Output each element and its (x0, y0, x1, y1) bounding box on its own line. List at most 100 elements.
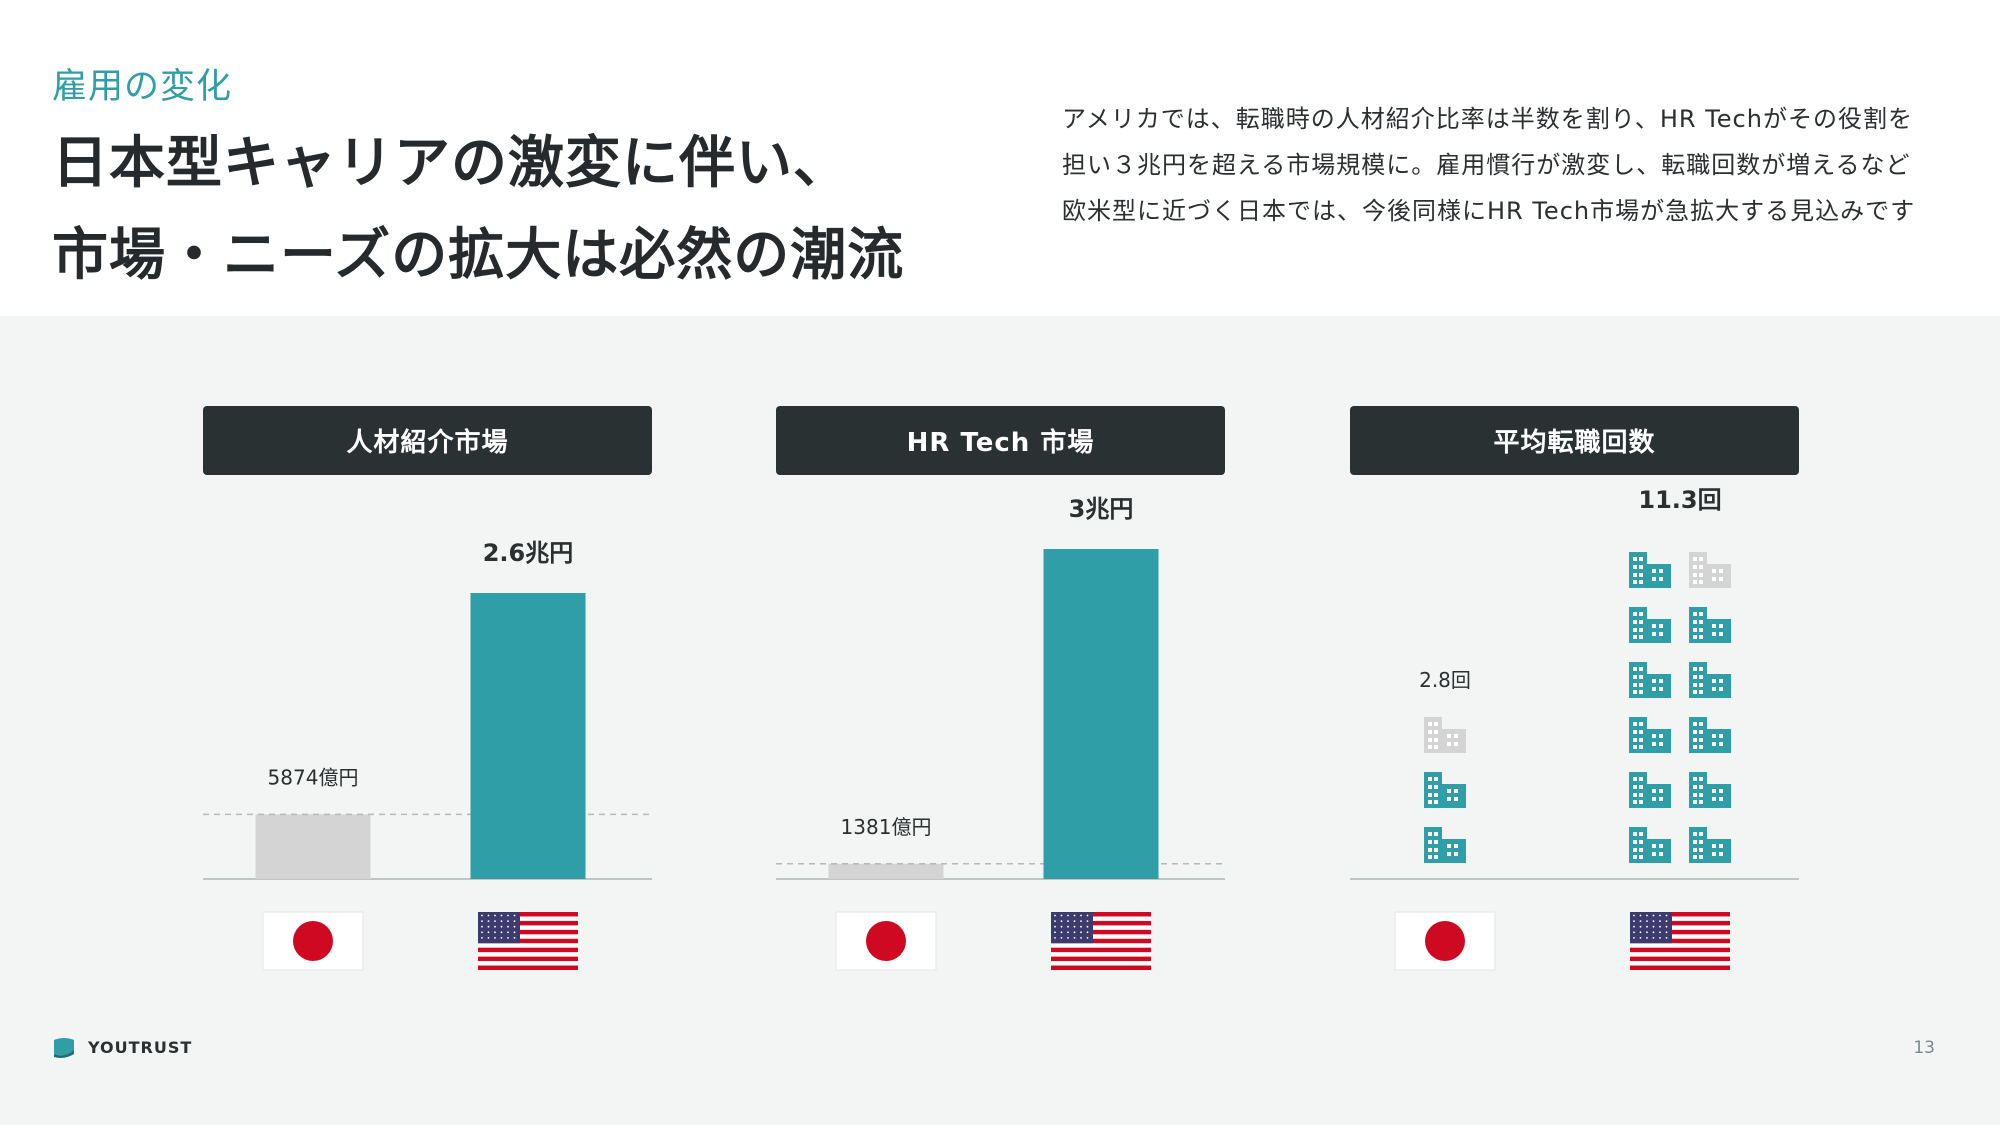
building-window (1693, 722, 1697, 726)
usa-flag-star (1665, 920, 1668, 922)
data-label-usa: 2.6兆円 (483, 539, 574, 567)
building-icon (1629, 717, 1671, 753)
building-window (1639, 612, 1643, 616)
building-tower (1689, 772, 1707, 808)
bar-usa (470, 593, 586, 879)
building-window (1699, 722, 1703, 726)
usa-flag-star (481, 931, 483, 934)
building-window (1652, 742, 1656, 746)
brand-name: YOUTRUST (88, 1037, 193, 1057)
usa-flag-star (1080, 920, 1082, 922)
building-window (1652, 569, 1656, 573)
usa-flag-star (494, 925, 496, 928)
building-tower (1629, 552, 1647, 588)
building-annex (1647, 674, 1671, 698)
building-annex (1647, 619, 1671, 643)
usa-flag-star (1646, 937, 1648, 939)
building-window (1699, 675, 1703, 679)
building-window (1719, 797, 1723, 801)
usa-flag-star (1633, 914, 1635, 917)
usa-flag-star (1067, 931, 1069, 934)
building-annex (1707, 674, 1731, 698)
usa-flag-star (494, 914, 496, 917)
building-icon (1629, 662, 1671, 698)
building-window (1693, 777, 1697, 781)
usa-flag-star (1633, 920, 1635, 922)
usa-flag-star (494, 937, 496, 939)
youtrust-logo-icon (54, 1038, 74, 1058)
building-window (1633, 580, 1637, 584)
building-tower (1689, 552, 1707, 588)
usa-flag-star (1073, 925, 1076, 928)
building-window (1428, 738, 1432, 742)
building-window (1428, 730, 1432, 734)
building-window (1434, 730, 1438, 734)
building-tower (1424, 827, 1442, 863)
usa-flag-stripe (1051, 938, 1151, 944)
building-window (1693, 848, 1697, 852)
usa-flag-star (487, 920, 490, 922)
usa-flag-canton (1630, 912, 1672, 944)
building-window (1447, 789, 1451, 793)
usa-flag-star (507, 937, 509, 939)
usa-flag-canton (1051, 912, 1093, 944)
building-tower (1689, 607, 1707, 643)
building-window (1659, 632, 1663, 636)
usa-flag-star (500, 937, 503, 939)
usa-flag-star (1054, 931, 1056, 934)
building-window (1712, 687, 1716, 691)
building-window (1639, 745, 1643, 749)
building-window (1699, 730, 1703, 734)
building-window (1693, 745, 1697, 749)
building-window (1699, 777, 1703, 781)
building-window (1693, 628, 1697, 632)
building-window (1639, 565, 1643, 569)
building-tower (1629, 662, 1647, 698)
building-window (1639, 738, 1643, 742)
building-window (1693, 573, 1697, 577)
building-window (1719, 687, 1723, 691)
building-tower (1629, 827, 1647, 863)
building-window (1639, 573, 1643, 577)
building-window (1693, 612, 1697, 616)
data-label-usa: 11.3回 (1638, 486, 1721, 514)
usa-flag-stripe (1630, 965, 1730, 970)
usa-flag-stripe (1051, 956, 1151, 962)
building-window (1434, 777, 1438, 781)
building-window (1699, 557, 1703, 561)
building-window (1659, 789, 1663, 793)
building-window (1633, 832, 1637, 836)
building-window (1719, 844, 1723, 848)
building-window (1719, 569, 1723, 573)
building-tower (1689, 717, 1707, 753)
usa-flag-star (513, 914, 516, 917)
building-window (1633, 848, 1637, 852)
building-window (1639, 667, 1643, 671)
building-window (1633, 675, 1637, 679)
building-window (1712, 679, 1716, 683)
usa-flag-star (1659, 931, 1661, 934)
building-window (1719, 679, 1723, 683)
usa-flag-star (1659, 914, 1661, 917)
building-icon (1629, 827, 1671, 863)
building-tower (1689, 662, 1707, 698)
building-window (1699, 738, 1703, 742)
building-window (1719, 789, 1723, 793)
building-window (1454, 789, 1458, 793)
building-window (1447, 742, 1451, 746)
description-line-2: 担い３兆円を超える市場規模に。雇用慣行が激変し、転職回数が増えるなど (1062, 151, 1911, 179)
building-window (1699, 620, 1703, 624)
usa-flag-star (1060, 937, 1063, 939)
japan-flag-icon (262, 911, 364, 971)
usa-flag-icon (1051, 912, 1151, 970)
japan-flag-sun (866, 921, 906, 961)
building-annex (1707, 729, 1731, 753)
building-window (1693, 667, 1697, 671)
building-window (1639, 855, 1643, 859)
usa-flag-stripe (1051, 929, 1151, 935)
usa-flag-star (1073, 937, 1076, 939)
usa-flag-star (1054, 937, 1056, 939)
data-label-japan: 2.8回 (1419, 668, 1471, 692)
usa-flag-star (1060, 931, 1063, 934)
